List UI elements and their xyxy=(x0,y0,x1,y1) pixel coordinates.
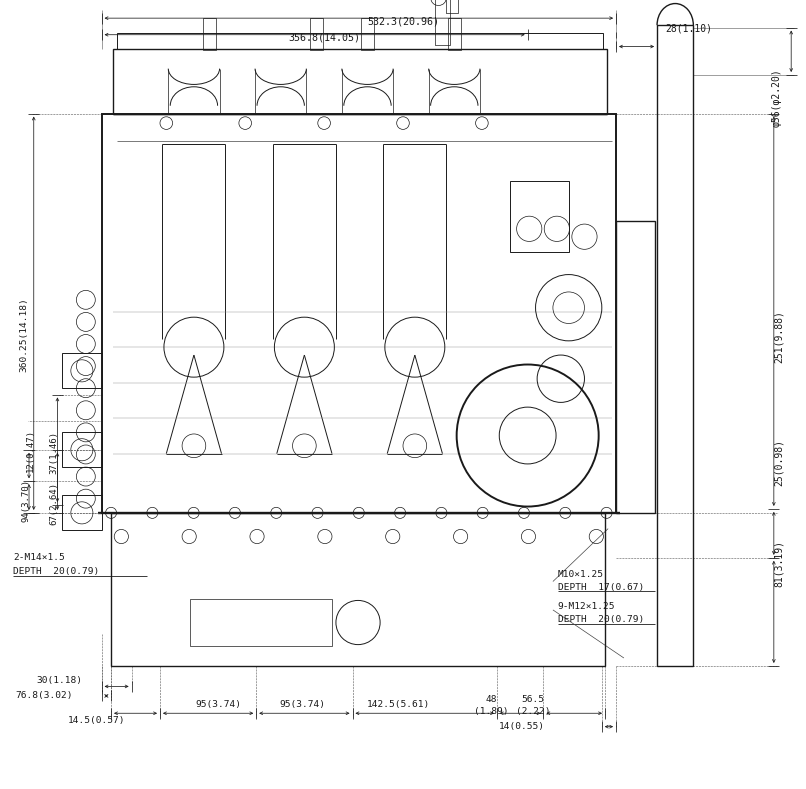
Bar xyxy=(203,18,216,50)
Bar xyxy=(190,599,332,646)
Text: φ56(φ2.20): φ56(φ2.20) xyxy=(771,69,782,127)
Text: DEPTH  17(0.67): DEPTH 17(0.67) xyxy=(558,582,644,592)
Bar xyxy=(310,18,322,50)
Bar xyxy=(447,0,459,13)
Text: 28(1.10): 28(1.10) xyxy=(665,24,712,33)
Text: 14.5(0.57): 14.5(0.57) xyxy=(69,716,126,725)
Text: 56.5: 56.5 xyxy=(521,695,545,705)
Bar xyxy=(509,181,569,252)
Text: (2.22): (2.22) xyxy=(516,707,550,716)
Text: 95(3.74): 95(3.74) xyxy=(280,700,326,709)
Text: DEPTH  20(0.79): DEPTH 20(0.79) xyxy=(13,567,99,576)
Text: 25(0.98): 25(0.98) xyxy=(774,439,783,486)
Text: 81(3.19): 81(3.19) xyxy=(774,540,783,587)
Text: 532.3(20.96): 532.3(20.96) xyxy=(367,17,439,26)
Text: 360.25(14.18): 360.25(14.18) xyxy=(19,297,28,372)
Text: 37(1.46): 37(1.46) xyxy=(50,432,59,474)
Text: 95(3.74): 95(3.74) xyxy=(195,700,241,709)
Text: 2-M14×1.5: 2-M14×1.5 xyxy=(13,553,65,563)
Text: 142.5(5.61): 142.5(5.61) xyxy=(367,700,430,709)
Text: 12(0.47): 12(0.47) xyxy=(26,429,35,472)
Text: 30(1.18): 30(1.18) xyxy=(36,676,82,686)
Text: 251(9.88): 251(9.88) xyxy=(774,309,783,363)
Text: 76.8(3.02): 76.8(3.02) xyxy=(15,690,73,700)
Text: DEPTH  20(0.79): DEPTH 20(0.79) xyxy=(558,615,644,624)
Text: 94(3.70): 94(3.70) xyxy=(21,479,31,522)
Text: 356.8(14.05): 356.8(14.05) xyxy=(288,32,360,42)
Bar xyxy=(434,0,451,45)
Text: (1.89): (1.89) xyxy=(474,707,509,716)
Bar xyxy=(361,18,374,50)
Text: 48: 48 xyxy=(486,695,497,705)
Text: 67(2.64): 67(2.64) xyxy=(49,482,58,525)
Text: 14(0.55): 14(0.55) xyxy=(498,722,544,731)
Text: M10×1.25: M10×1.25 xyxy=(558,570,604,579)
Bar xyxy=(448,18,460,50)
Text: 9-M12×1.25: 9-M12×1.25 xyxy=(558,602,615,611)
